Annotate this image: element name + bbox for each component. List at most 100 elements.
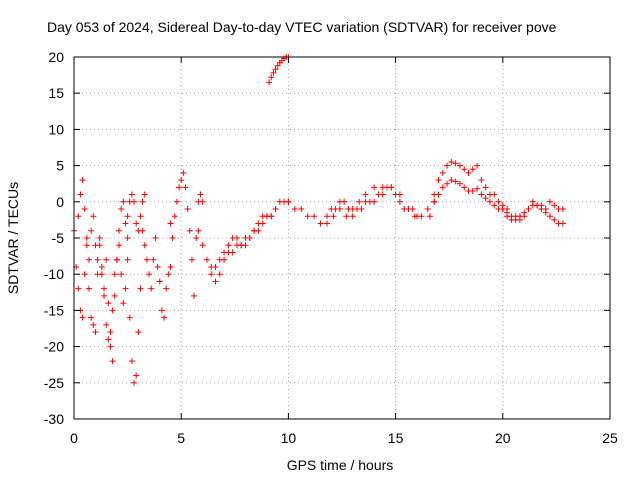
- x-tick-label: 5: [177, 430, 185, 446]
- data-point: [178, 177, 185, 184]
- data-point: [216, 256, 223, 263]
- y-tick-label: 15: [48, 85, 64, 101]
- data-point: [362, 191, 369, 198]
- data-point: [221, 249, 228, 256]
- data-point: [118, 271, 125, 278]
- data-point: [534, 202, 541, 209]
- data-point: [79, 177, 86, 184]
- data-point: [272, 206, 279, 213]
- data-point: [128, 358, 135, 365]
- data-point: [180, 169, 187, 176]
- series-trace-j: [285, 184, 438, 227]
- data-point: [146, 271, 153, 278]
- data-point: [137, 213, 144, 220]
- data-point: [469, 187, 476, 194]
- data-point: [371, 198, 378, 205]
- data-point: [504, 209, 511, 216]
- y-axis-label: SDTVAR / TECUs: [5, 182, 21, 294]
- x-tick-label: 0: [70, 430, 78, 446]
- data-point: [92, 242, 99, 249]
- data-point: [163, 285, 170, 292]
- data-point: [482, 184, 489, 191]
- data-point: [272, 66, 279, 73]
- data-point: [107, 329, 114, 336]
- data-point: [311, 213, 318, 220]
- data-point: [92, 329, 99, 336]
- data-point: [167, 220, 174, 227]
- data-point: [131, 198, 138, 205]
- data-point: [323, 220, 330, 227]
- data-point: [388, 184, 395, 191]
- data-point: [268, 213, 275, 220]
- data-point: [124, 213, 131, 220]
- data-point: [546, 198, 553, 205]
- data-point: [131, 379, 138, 386]
- data-point: [212, 263, 219, 270]
- data-point: [122, 285, 129, 292]
- data-point: [242, 242, 249, 249]
- data-point: [255, 220, 262, 227]
- chart-title: Day 053 of 2024, Sidereal Day-to-day VTE…: [47, 19, 557, 35]
- data-point: [75, 285, 82, 292]
- data-point: [538, 206, 545, 213]
- data-point: [88, 227, 95, 234]
- data-point: [304, 213, 311, 220]
- data-point: [107, 343, 114, 350]
- data-point: [98, 271, 105, 278]
- data-point: [171, 213, 178, 220]
- y-tick-label: 5: [56, 158, 64, 174]
- data-point: [495, 198, 502, 205]
- data-point: [332, 206, 339, 213]
- data-point: [184, 206, 191, 213]
- data-point: [371, 184, 378, 191]
- data-point: [225, 242, 232, 249]
- data-point: [559, 220, 566, 227]
- series-trace-f: [167, 169, 206, 299]
- data-point: [469, 166, 476, 173]
- data-point: [216, 271, 223, 278]
- data-point: [474, 162, 481, 169]
- data-point: [212, 278, 219, 285]
- data-point: [143, 256, 150, 263]
- x-tick-label: 20: [495, 430, 511, 446]
- data-point: [77, 191, 84, 198]
- data-point: [139, 198, 146, 205]
- data-point: [135, 329, 142, 336]
- data-point: [448, 158, 455, 165]
- data-point: [116, 242, 123, 249]
- data-point: [191, 292, 198, 299]
- series-trace-o: [504, 202, 566, 227]
- data-point: [448, 177, 455, 184]
- data-point: [139, 227, 146, 234]
- data-point: [474, 185, 481, 192]
- data-point: [169, 235, 176, 241]
- data-point: [88, 314, 95, 321]
- data-point: [439, 169, 446, 176]
- series-trace-k: [323, 184, 421, 220]
- data-point: [461, 184, 468, 191]
- data-point: [83, 235, 90, 241]
- data-point: [424, 206, 431, 213]
- y-tick-label: 10: [48, 121, 64, 137]
- data-point: [124, 235, 131, 241]
- data-point: [358, 206, 365, 213]
- data-point: [233, 235, 240, 241]
- x-axis-label: GPS time / hours: [287, 457, 394, 473]
- series-trace-h: [208, 206, 279, 270]
- data-point: [120, 198, 127, 205]
- data-point: [154, 263, 161, 270]
- data-point: [96, 235, 103, 241]
- data-point: [444, 162, 451, 169]
- data-point: [291, 206, 298, 213]
- data-point: [266, 79, 273, 86]
- series-trace-c: [116, 242, 144, 386]
- data-point: [105, 336, 112, 343]
- data-point: [323, 213, 330, 220]
- data-point: [111, 292, 118, 299]
- data-point: [195, 227, 202, 234]
- data-point: [491, 191, 498, 198]
- data-point: [491, 202, 498, 209]
- data-point: [182, 184, 189, 191]
- data-point: [103, 256, 110, 263]
